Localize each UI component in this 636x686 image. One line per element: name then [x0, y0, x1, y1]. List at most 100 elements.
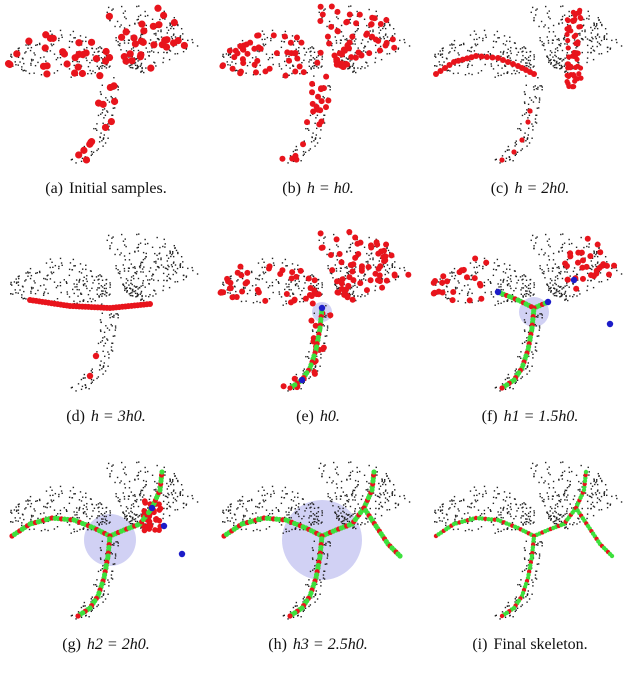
- input-point: [263, 33, 265, 35]
- sample-point: [440, 273, 447, 280]
- input-point: [324, 563, 327, 565]
- input-point: [367, 488, 369, 491]
- input-point: [70, 159, 73, 161]
- input-point: [571, 242, 573, 245]
- input-point: [528, 355, 530, 358]
- sample-point: [154, 4, 162, 12]
- input-point: [538, 101, 541, 103]
- sample-point: [373, 239, 380, 246]
- input-point: [336, 287, 338, 290]
- input-point: [103, 134, 106, 136]
- input-point: [23, 290, 25, 293]
- input-point: [101, 290, 103, 292]
- input-point: [229, 53, 232, 55]
- input-point: [105, 507, 107, 509]
- input-point: [291, 35, 294, 37]
- input-point: [532, 353, 534, 356]
- input-point: [294, 508, 296, 510]
- input-point: [244, 287, 246, 289]
- input-point: [268, 513, 271, 515]
- input-point: [321, 56, 324, 58]
- input-point: [110, 346, 113, 348]
- input-point: [82, 300, 85, 302]
- input-point: [500, 302, 502, 304]
- input-point: [592, 49, 595, 51]
- input-point: [327, 267, 329, 270]
- input-point: [301, 297, 303, 300]
- input-point: [108, 314, 111, 316]
- input-point: [68, 68, 71, 70]
- input-point: [30, 514, 33, 517]
- input-point: [140, 62, 143, 65]
- input-point: [443, 61, 445, 63]
- input-point: [563, 293, 565, 295]
- input-point: [506, 283, 509, 286]
- sample-point: [446, 62, 453, 68]
- input-point: [122, 468, 125, 470]
- input-point: [21, 513, 24, 515]
- input-point: [596, 34, 599, 36]
- input-point: [235, 62, 237, 65]
- input-point: [386, 509, 388, 511]
- input-point: [386, 264, 389, 266]
- input-point: [437, 53, 440, 55]
- input-point: [352, 489, 355, 491]
- input-point: [595, 25, 597, 28]
- input-point: [442, 47, 444, 49]
- input-point: [546, 12, 549, 14]
- input-point: [523, 46, 525, 48]
- input-point: [591, 264, 593, 267]
- input-point: [329, 89, 331, 91]
- input-point: [109, 65, 111, 67]
- input-point: [96, 585, 98, 587]
- input-point: [446, 69, 448, 72]
- input-point: [97, 51, 99, 53]
- sample-point: [567, 65, 573, 71]
- input-point: [321, 65, 323, 67]
- input-point: [528, 293, 530, 296]
- input-point: [520, 351, 522, 353]
- input-point: [374, 57, 377, 59]
- input-point: [508, 149, 510, 151]
- input-point: [36, 44, 39, 46]
- input-point: [588, 267, 591, 269]
- input-point: [97, 47, 100, 49]
- input-point: [593, 23, 596, 25]
- input-point: [316, 518, 319, 520]
- sample-point: [317, 107, 324, 114]
- input-point: [117, 41, 119, 43]
- sample-point: [611, 262, 618, 269]
- input-point: [109, 293, 111, 295]
- input-point: [145, 24, 147, 27]
- input-point: [374, 500, 377, 503]
- sample-point: [478, 295, 485, 302]
- input-point: [313, 140, 315, 142]
- input-point: [467, 64, 469, 67]
- input-point: [82, 605, 85, 607]
- input-point: [521, 287, 523, 289]
- input-point: [101, 596, 103, 598]
- sample-point: [525, 119, 531, 125]
- input-point: [378, 32, 381, 34]
- input-point: [528, 65, 530, 68]
- sample-point: [364, 30, 371, 37]
- input-point: [467, 63, 470, 65]
- input-point: [134, 500, 137, 502]
- input-point: [39, 57, 42, 59]
- input-point: [516, 151, 519, 153]
- input-point: [556, 275, 559, 277]
- sample-point: [328, 3, 335, 10]
- sample-point: [466, 297, 473, 304]
- input-point: [25, 298, 27, 300]
- sample-point: [75, 151, 83, 159]
- input-point: [509, 386, 511, 389]
- input-point: [155, 490, 157, 492]
- input-point: [280, 524, 283, 526]
- input-point: [97, 114, 100, 117]
- input-point: [520, 129, 522, 131]
- input-point: [111, 9, 113, 11]
- input-point: [525, 51, 528, 54]
- input-point: [514, 270, 516, 272]
- input-point: [527, 59, 530, 62]
- sample-point: [238, 272, 245, 279]
